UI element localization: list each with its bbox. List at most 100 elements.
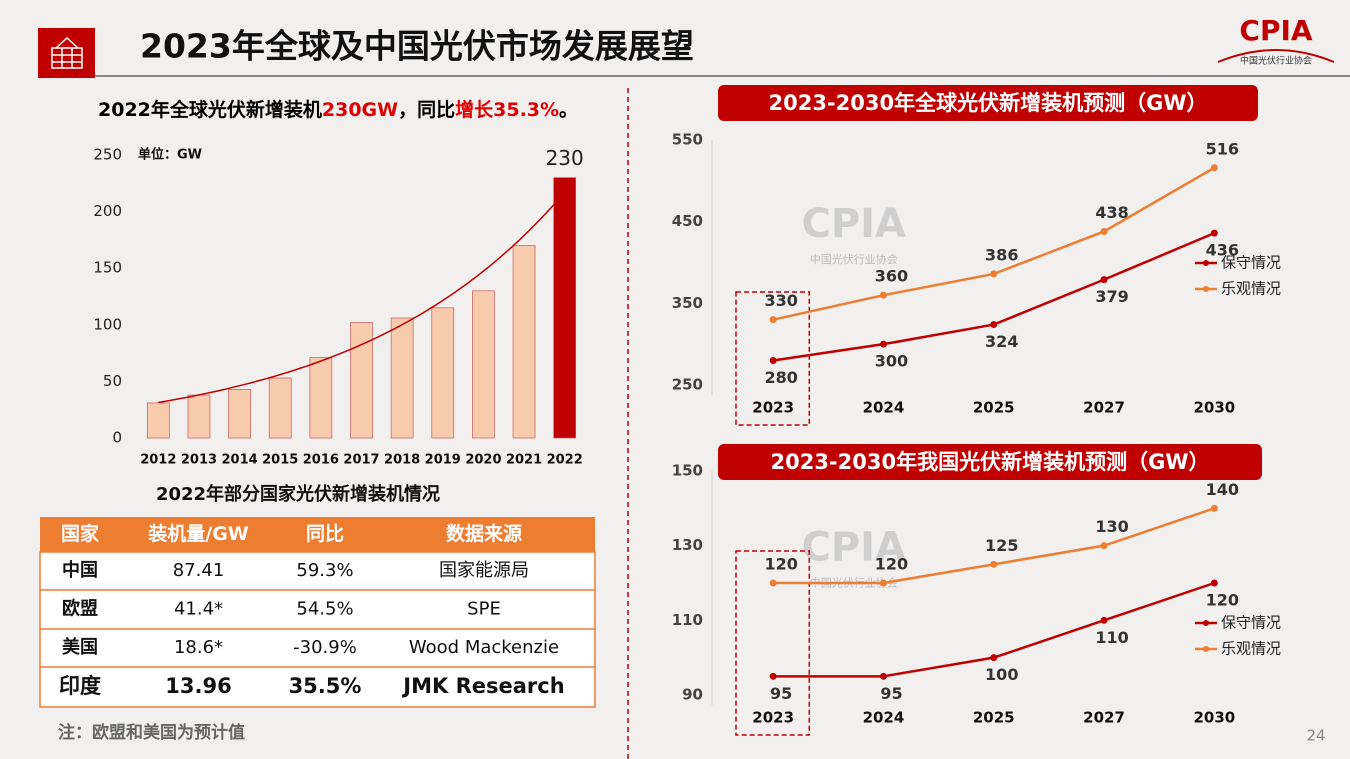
y-tick-label: 250 <box>672 376 703 394</box>
point <box>1210 504 1218 512</box>
table-cell: 54.5% <box>296 599 353 620</box>
bar <box>431 307 455 439</box>
x-tick-label: 2012 <box>140 453 176 468</box>
value-label: 100 <box>985 665 1018 684</box>
table-cell: SPE <box>467 599 501 620</box>
table-cell: 35.5% <box>289 674 362 698</box>
y-tick-label: 100 <box>93 315 122 333</box>
header-icon <box>38 28 95 78</box>
y-tick-label: 0 <box>112 429 122 447</box>
point <box>990 270 998 278</box>
point <box>1100 616 1108 624</box>
value-label: 360 <box>875 267 908 286</box>
legend-marker <box>1203 620 1209 626</box>
bar <box>309 357 333 439</box>
y-tick-label: 150 <box>93 259 122 277</box>
table-cell: 国家能源局 <box>439 560 529 581</box>
headline-part: 2022年全球光伏新增装机 <box>98 98 322 121</box>
page-title: 2023年全球及中国光伏市场发展展望 <box>140 27 694 66</box>
y-tick-label: 110 <box>672 611 703 629</box>
table-cell: 59.3% <box>296 560 353 581</box>
point <box>879 340 887 348</box>
legend-label: 保守情况 <box>1221 254 1281 272</box>
value-label: 436 <box>1206 241 1239 260</box>
table-cell: JMK Research <box>401 674 564 698</box>
point <box>1210 579 1218 587</box>
point <box>1210 164 1218 172</box>
value-label: 330 <box>764 291 797 310</box>
legend-marker <box>1203 646 1209 652</box>
value-label: 120 <box>1206 591 1239 610</box>
x-tick-label: 2030 <box>1193 709 1235 727</box>
table-header-bg <box>40 517 595 552</box>
value-label: 324 <box>985 332 1018 351</box>
value-label: 120 <box>875 555 908 574</box>
page-number: 24 <box>1306 727 1325 745</box>
table-cell: 41.4* <box>174 599 223 620</box>
table-cell: 欧盟 <box>62 598 98 620</box>
watermark: CPIA <box>801 524 906 570</box>
bar <box>146 402 170 439</box>
x-tick-label: 2018 <box>384 453 420 468</box>
y-tick-label: 350 <box>672 294 703 312</box>
x-tick-label: 2015 <box>262 453 298 468</box>
x-tick-label: 2020 <box>465 453 501 468</box>
point <box>769 579 777 587</box>
y-tick-label: 200 <box>93 202 122 220</box>
x-tick-label: 2024 <box>863 399 905 417</box>
value-label: 516 <box>1206 139 1239 158</box>
bar <box>350 322 373 439</box>
bar <box>472 290 495 439</box>
highlight-box <box>735 291 811 426</box>
bar <box>268 377 292 439</box>
value-label: 379 <box>1095 287 1128 306</box>
x-tick-label: 2025 <box>973 709 1015 727</box>
value-label: 280 <box>764 368 797 387</box>
bar <box>512 245 536 439</box>
value-label: 386 <box>985 245 1018 264</box>
table-header: 数据来源 <box>446 522 522 545</box>
headline-part: 增长35.3% <box>455 98 559 121</box>
title-banner <box>718 85 1258 121</box>
value-label: 230 <box>546 146 584 170</box>
x-tick-label: 2016 <box>303 453 339 468</box>
legend-label: 乐观情况 <box>1221 280 1281 298</box>
y-tick-label: 150 <box>672 462 703 480</box>
y-tick-label: 250 <box>93 146 122 164</box>
point <box>990 321 998 329</box>
watermark-subtext: 中国光伏行业协会 <box>810 252 898 266</box>
point <box>769 357 777 364</box>
y-tick-label: 90 <box>682 686 703 704</box>
logo-subtitle: 中国光伏行业协会 <box>1240 55 1312 67</box>
point <box>879 672 887 680</box>
value-label: 120 <box>764 555 797 574</box>
table-cell: -30.9% <box>293 637 357 658</box>
value-label: 95 <box>880 684 902 703</box>
value-label: 300 <box>875 352 908 371</box>
value-label: 140 <box>1206 480 1239 499</box>
table-cell: 13.96 <box>165 674 231 698</box>
title-banner <box>718 444 1262 480</box>
unit-label: 单位：GW <box>138 147 202 163</box>
point <box>990 560 998 568</box>
y-tick-label: 450 <box>672 212 703 230</box>
x-tick-label: 2013 <box>181 453 217 468</box>
logo-arc <box>1217 49 1335 63</box>
trendline <box>158 191 566 404</box>
highlight-box <box>735 550 811 736</box>
note: 注：欧盟和美国为预计值 <box>58 722 245 743</box>
logo: CPIA <box>1239 14 1312 47</box>
value-label: 438 <box>1095 203 1128 222</box>
table-cell: 87.41 <box>173 560 225 581</box>
table-header: 装机量/GW <box>147 522 249 545</box>
point <box>1100 276 1108 284</box>
x-tick-label: 2025 <box>973 399 1015 417</box>
y-tick-label: 550 <box>672 131 703 149</box>
icon-glyph <box>51 36 83 69</box>
point <box>879 291 887 299</box>
point <box>769 672 777 680</box>
point <box>1100 227 1108 235</box>
point <box>879 579 887 587</box>
x-tick-label: 2021 <box>506 453 542 468</box>
